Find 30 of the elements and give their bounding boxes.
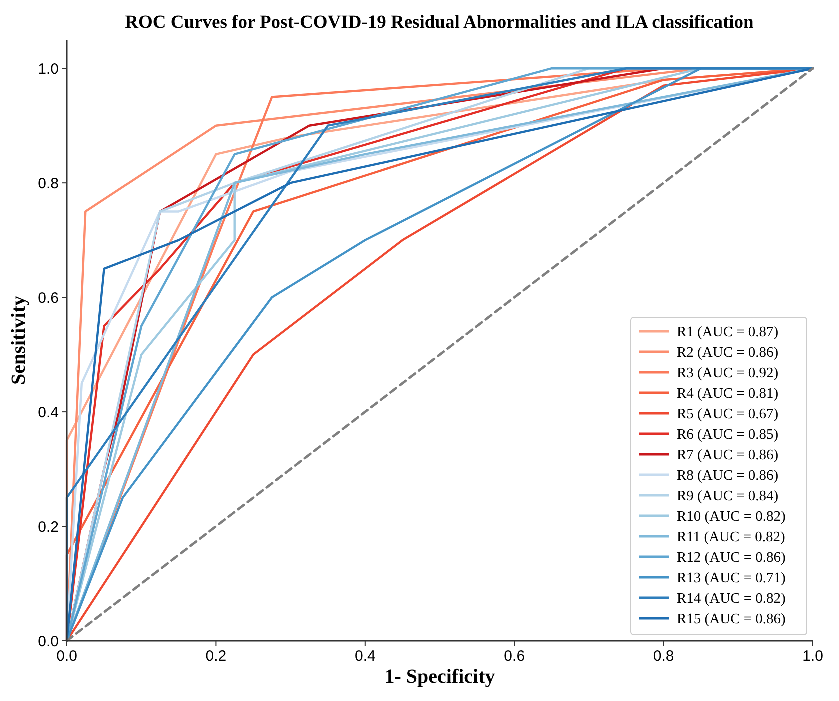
legend-label: R12 (AUC = 0.86) — [677, 550, 786, 566]
x-tick-label: 1.0 — [802, 648, 824, 665]
legend-label: R5 (AUC = 0.67) — [677, 406, 779, 423]
chart-title: ROC Curves for Post-COVID-19 Residual Abnormalities and ILA classification — [125, 13, 755, 33]
x-tick-label: 0.2 — [206, 648, 227, 665]
y-axis-title: Sensitivity — [8, 296, 30, 385]
y-tick-label: 0.2 — [38, 518, 59, 536]
x-axis-title: 1- Specificity — [384, 666, 496, 688]
y-tick-label: 0.4 — [38, 404, 59, 422]
legend-label: R6 (AUC = 0.85) — [677, 427, 779, 444]
legend-label: R13 (AUC = 0.71) — [677, 570, 786, 587]
legend-label: R8 (AUC = 0.86) — [677, 468, 779, 484]
y-tick-label: 1.0 — [38, 60, 59, 78]
y-tick-label: 0.8 — [38, 175, 59, 192]
legend-label: R4 (AUC = 0.81) — [677, 386, 779, 402]
y-tick-label: 0.6 — [38, 290, 59, 307]
legend-label: R2 (AUC = 0.86) — [677, 345, 779, 362]
legend-label: R9 (AUC = 0.84) — [677, 488, 779, 505]
legend-label: R1 (AUC = 0.87) — [677, 324, 779, 341]
legend-label: R10 (AUC = 0.82) — [677, 509, 786, 526]
y-tick-label: 0.0 — [38, 633, 59, 650]
x-tick-label: 0.6 — [504, 648, 526, 665]
legend-label: R14 (AUC = 0.82) — [677, 591, 786, 608]
legend-label: R7 (AUC = 0.86) — [677, 448, 779, 464]
legend-label: R15 (AUC = 0.86) — [677, 612, 786, 628]
x-tick-label: 0.4 — [354, 648, 376, 665]
x-tick-label: 0.0 — [56, 648, 78, 665]
legend-label: R3 (AUC = 0.92) — [677, 366, 779, 382]
legend-label: R11 (AUC = 0.82) — [677, 530, 786, 546]
x-tick-label: 0.8 — [653, 648, 674, 665]
